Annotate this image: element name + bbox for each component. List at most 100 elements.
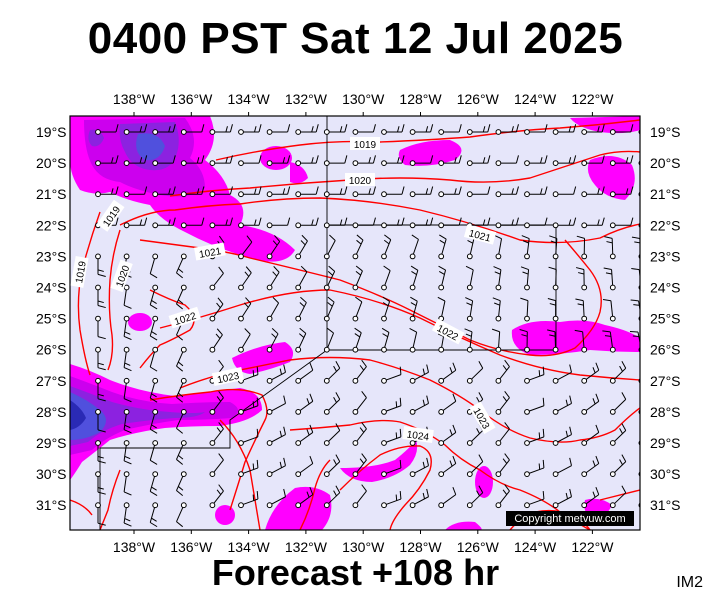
- latitude-label-right: 24°S: [650, 280, 681, 296]
- wind-barb: [123, 440, 132, 465]
- wind-barb: [123, 124, 148, 135]
- longitude-label-bottom: 124°W: [514, 539, 557, 555]
- isobar-line: [179, 356, 640, 443]
- latitude-label-left: 24°S: [36, 280, 67, 296]
- wind-barb: [180, 124, 205, 135]
- map-frame: [69, 115, 641, 531]
- wind-barb: [581, 455, 600, 478]
- wind-barb: [323, 392, 341, 415]
- longitude-label-top: 138°W: [113, 91, 156, 107]
- wind-barb: [295, 393, 314, 415]
- wind-barb: [209, 186, 233, 198]
- latitude-label-left: 30°S: [36, 466, 67, 482]
- wind-barb: [123, 284, 132, 309]
- latitude-label-right: 28°S: [650, 404, 681, 420]
- wind-barb: [266, 217, 291, 229]
- wind-barb: [438, 455, 457, 478]
- isobar-label: 1024: [406, 429, 430, 443]
- wind-barb: [466, 155, 491, 167]
- wind-barb: [176, 471, 187, 496]
- isobar-line: [215, 119, 640, 161]
- wind-barb: [524, 366, 545, 384]
- wind-barb: [352, 234, 364, 260]
- wind-barb: [323, 296, 335, 322]
- wind-barb: [466, 361, 484, 384]
- wind-barb: [609, 217, 634, 229]
- wind-barb: [466, 454, 484, 478]
- precip-area: [475, 466, 493, 498]
- wind-barb: [409, 217, 434, 229]
- wind-barb: [209, 391, 224, 415]
- wind-barb: [381, 265, 391, 291]
- forecast-hour-label: Forecast +108 hr: [211, 552, 500, 593]
- wind-barb: [602, 298, 616, 322]
- wind-barb: [323, 423, 341, 446]
- wind-barb: [266, 235, 281, 260]
- wind-barb: [381, 234, 392, 260]
- wind-barb: [266, 327, 279, 353]
- wind-barb: [352, 359, 367, 384]
- wind-barb: [209, 422, 224, 446]
- isobar-label: 1021: [198, 246, 222, 261]
- wind-barb: [381, 397, 402, 415]
- wind-barb: [381, 124, 405, 135]
- wind-barb: [552, 395, 572, 415]
- wind-barb: [266, 186, 291, 198]
- longitude-label-top: 136°W: [170, 91, 213, 107]
- longitude-label-bottom: 128°W: [399, 539, 442, 555]
- wind-barb: [602, 330, 616, 353]
- wind-barb: [149, 315, 159, 341]
- wind-barb: [95, 124, 119, 135]
- wind-barb: [581, 217, 605, 229]
- isobar-label: 1020: [349, 176, 372, 187]
- wind-barb: [295, 296, 307, 322]
- latitude-label-right: 29°S: [650, 435, 681, 451]
- wind-barb: [152, 124, 176, 135]
- wind-barb: [409, 364, 429, 384]
- longitude-label-bottom: 132°W: [285, 539, 328, 555]
- isobar-label: 1019: [354, 140, 377, 151]
- longitude-label-bottom: 138°W: [113, 539, 156, 555]
- wind-barb: [323, 454, 341, 478]
- wind-barb: [519, 329, 530, 353]
- copyright-box: Copyright metvuw.com: [506, 511, 634, 526]
- wind-barb: [352, 124, 376, 135]
- wind-barb: [438, 393, 457, 415]
- wind-barb: [176, 502, 187, 528]
- wind-barb: [238, 491, 259, 509]
- wind-barb: [149, 284, 159, 310]
- wind-barb: [238, 459, 259, 478]
- wind-barb: [266, 364, 286, 384]
- wind-barb: [95, 155, 119, 167]
- wind-barb: [209, 328, 223, 353]
- wind-barb: [295, 327, 307, 353]
- wind-barb: [495, 124, 519, 135]
- wind-barb: [603, 267, 616, 291]
- wind-barb: [464, 328, 473, 353]
- isobar-label: 1019: [74, 260, 89, 284]
- wind-barb: [466, 186, 491, 198]
- wind-barb: [381, 186, 405, 198]
- wind-barb: [438, 217, 462, 229]
- wind-barb: [323, 155, 348, 167]
- wind-barb: [524, 124, 548, 135]
- image-code-label: IM2: [676, 574, 703, 591]
- wind-barb: [524, 459, 545, 478]
- wind-barb: [295, 265, 308, 291]
- wind-barb: [123, 155, 148, 167]
- latitude-label-right: 23°S: [650, 248, 681, 264]
- latitude-label-right: 27°S: [650, 373, 681, 389]
- isobar-line: [339, 445, 432, 530]
- wind-barb: [520, 266, 530, 291]
- wind-barb: [552, 457, 572, 478]
- wind-barb: [438, 486, 457, 509]
- wind-barb: [323, 327, 335, 353]
- wind-barb: [491, 328, 502, 353]
- wind-barb: [209, 124, 233, 135]
- latitude-label-left: 28°S: [36, 404, 67, 420]
- wind-barb: [238, 155, 262, 167]
- wind-barb: [238, 297, 252, 322]
- isobar-layer: [70, 119, 640, 530]
- wind-barb: [581, 155, 605, 167]
